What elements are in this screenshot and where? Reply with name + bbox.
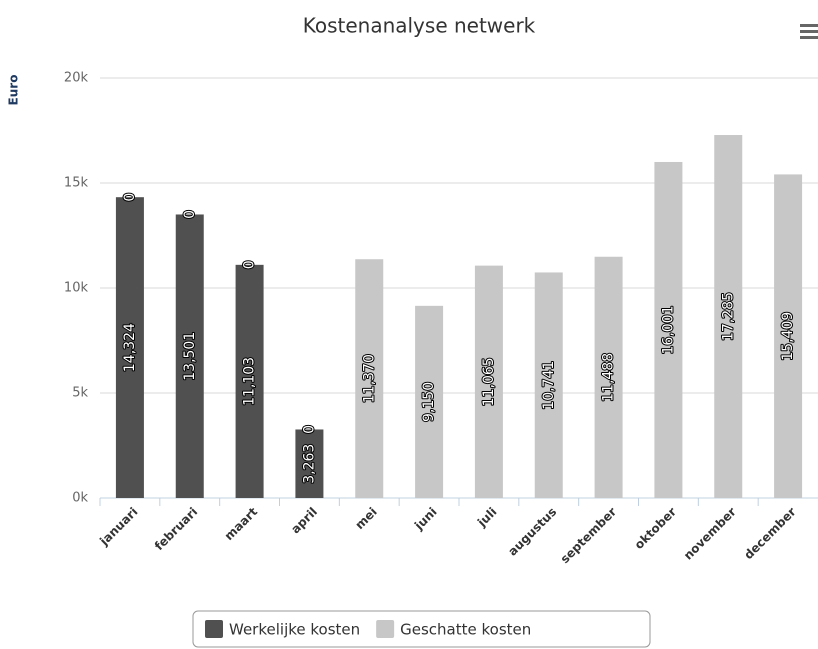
value-label: 9,150: [421, 382, 437, 422]
value-label: 3,263: [301, 444, 317, 484]
x-tick-label: januari: [96, 505, 140, 549]
bar: [534, 272, 563, 498]
legend-label: Geschatte kosten: [400, 621, 531, 639]
x-tick-label: december: [741, 505, 798, 562]
value-label: 0: [182, 210, 198, 219]
x-tick-label: augustus: [505, 505, 559, 559]
bar: [474, 265, 503, 498]
x-tick-label: mei: [352, 505, 379, 532]
menu-bar[interactable]: [800, 30, 818, 33]
bar: [594, 256, 623, 498]
x-tick-label: november: [681, 505, 739, 563]
legend-label: Werkelijke kosten: [229, 621, 360, 639]
value-label: 16,001: [660, 305, 676, 354]
legend-box: [192, 610, 651, 648]
bar: [175, 214, 204, 498]
x-tick-label: september: [558, 505, 620, 567]
bar: [235, 264, 264, 498]
value-label: 0: [242, 260, 258, 269]
menu-icon[interactable]: [800, 24, 818, 39]
y-tick-label: 0k: [72, 491, 88, 506]
bar: [774, 174, 803, 498]
value-label: 13,501: [182, 332, 198, 381]
x-tick-label: juli: [474, 505, 499, 530]
y-tick-label: 15k: [64, 176, 89, 191]
bar: [415, 305, 444, 498]
legend-swatch: [376, 620, 395, 638]
bar: [115, 197, 144, 499]
x-tick-label: oktober: [632, 505, 679, 552]
x-tick-label: maart: [222, 505, 261, 544]
menu-bar[interactable]: [800, 36, 818, 39]
legend-swatch: [205, 620, 223, 638]
value-label: 0: [301, 425, 317, 434]
value-label: 11,488: [601, 353, 617, 402]
value-label: 0: [122, 193, 138, 202]
x-tick-label: februari: [152, 505, 200, 553]
value-label: 15,409: [780, 312, 796, 361]
value-label: 10,741: [541, 361, 557, 410]
y-axis-title: Euro: [7, 75, 21, 106]
y-tick-label: 5k: [72, 386, 88, 401]
y-tick-label: 10k: [64, 281, 89, 296]
bar: [295, 429, 324, 498]
value-label: 11,370: [361, 354, 377, 403]
value-label: 11,103: [242, 357, 258, 406]
menu-bar[interactable]: [800, 24, 818, 27]
y-tick-label: 20k: [64, 71, 89, 86]
chart-title: Kostenanalyse netwerk: [303, 14, 536, 38]
value-label: 17,285: [720, 292, 736, 341]
value-label: 14,324: [122, 323, 138, 372]
bar: [355, 259, 384, 498]
value-label: 11,065: [481, 357, 497, 406]
bar: [654, 161, 683, 498]
x-tick-label: juni: [411, 505, 440, 534]
bar: [714, 135, 743, 498]
x-tick-label: april: [288, 505, 320, 537]
